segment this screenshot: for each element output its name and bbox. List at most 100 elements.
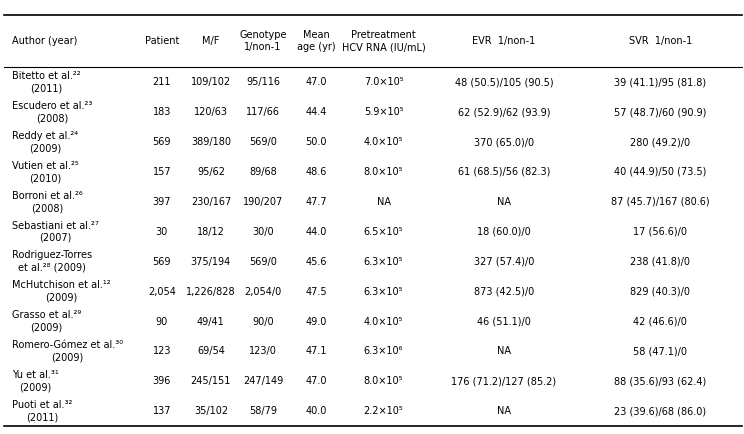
Text: 569/0: 569/0 [249, 137, 277, 147]
Text: SVR  1/non-1: SVR 1/non-1 [629, 36, 692, 46]
Text: 35/102: 35/102 [194, 406, 228, 416]
Text: 44.0: 44.0 [306, 227, 327, 237]
Text: 40 (44.9)/50 (73.5): 40 (44.9)/50 (73.5) [614, 167, 707, 177]
Text: 6.3×10⁵: 6.3×10⁵ [364, 286, 403, 296]
Text: 569: 569 [153, 137, 171, 147]
Text: 47.5: 47.5 [305, 286, 327, 296]
Text: 18/12: 18/12 [197, 227, 225, 237]
Text: Yu et al.³¹
(2009): Yu et al.³¹ (2009) [12, 370, 59, 392]
Text: 211: 211 [153, 77, 171, 87]
Text: 42 (46.6)/0: 42 (46.6)/0 [633, 316, 687, 326]
Text: Mean
age (yr): Mean age (yr) [297, 30, 336, 53]
Text: 183: 183 [153, 107, 171, 117]
Text: 327 (57.4)/0: 327 (57.4)/0 [474, 256, 534, 266]
Text: Patient: Patient [144, 36, 179, 46]
Text: 157: 157 [153, 167, 171, 177]
Text: Borroni et al.²⁶
(2008): Borroni et al.²⁶ (2008) [12, 191, 83, 213]
Text: 375/194: 375/194 [190, 256, 231, 266]
Text: 2,054/0: 2,054/0 [244, 286, 282, 296]
Text: 569/0: 569/0 [249, 256, 277, 266]
Text: 117/66: 117/66 [246, 107, 280, 117]
Text: 47.0: 47.0 [306, 77, 327, 87]
Text: 4.0×10⁵: 4.0×10⁵ [364, 137, 403, 147]
Text: NA: NA [497, 346, 511, 356]
Text: M/F: M/F [202, 36, 219, 46]
Text: 23 (39.6)/68 (86.0): 23 (39.6)/68 (86.0) [615, 406, 706, 416]
Text: Pretreatment
HCV RNA (IU/mL): Pretreatment HCV RNA (IU/mL) [341, 30, 426, 53]
Text: 7.0×10⁵: 7.0×10⁵ [364, 77, 403, 87]
Text: 6.3×10⁵: 6.3×10⁵ [364, 256, 403, 266]
Text: 397: 397 [153, 197, 171, 207]
Text: 109/102: 109/102 [191, 77, 231, 87]
Text: 39 (41.1)/95 (81.8): 39 (41.1)/95 (81.8) [615, 77, 706, 87]
Text: 123/0: 123/0 [249, 346, 277, 356]
Text: NA: NA [497, 406, 511, 416]
Text: 61 (68.5)/56 (82.3): 61 (68.5)/56 (82.3) [458, 167, 551, 177]
Text: 90/0: 90/0 [252, 316, 274, 326]
Text: 389/180: 389/180 [191, 137, 231, 147]
Text: 48 (50.5)/105 (90.5): 48 (50.5)/105 (90.5) [455, 77, 554, 87]
Text: NA: NA [376, 197, 391, 207]
Text: 47.7: 47.7 [305, 197, 327, 207]
Text: 45.6: 45.6 [306, 256, 327, 266]
Text: 88 (35.6)/93 (62.4): 88 (35.6)/93 (62.4) [615, 376, 706, 386]
Text: 50.0: 50.0 [306, 137, 327, 147]
Text: 176 (71.2)/127 (85.2): 176 (71.2)/127 (85.2) [452, 376, 557, 386]
Text: 190/207: 190/207 [243, 197, 283, 207]
Text: Genotype
1/non-1: Genotype 1/non-1 [240, 30, 286, 53]
Text: Bitetto et al.²²
(2011): Bitetto et al.²² (2011) [12, 71, 80, 93]
Text: 370 (65.0)/0: 370 (65.0)/0 [474, 137, 534, 147]
Text: 120/63: 120/63 [194, 107, 228, 117]
Text: 245/151: 245/151 [190, 376, 231, 386]
Text: NA: NA [497, 197, 511, 207]
Text: 230/167: 230/167 [190, 197, 231, 207]
Text: 2.2×10⁵: 2.2×10⁵ [364, 406, 403, 416]
Text: 247/149: 247/149 [243, 376, 283, 386]
Text: 30/0: 30/0 [252, 227, 274, 237]
Text: 58 (47.1)/0: 58 (47.1)/0 [633, 346, 687, 356]
Text: McHutchison et al.¹²
(2009): McHutchison et al.¹² (2009) [12, 280, 111, 303]
Text: 5.9×10⁵: 5.9×10⁵ [364, 107, 403, 117]
Text: 58/79: 58/79 [249, 406, 277, 416]
Text: 137: 137 [153, 406, 171, 416]
Text: 57 (48.7)/60 (90.9): 57 (48.7)/60 (90.9) [614, 107, 707, 117]
Text: Vutien et al.²⁵
(2010): Vutien et al.²⁵ (2010) [12, 161, 79, 183]
Text: 30: 30 [155, 227, 168, 237]
Text: 48.6: 48.6 [306, 167, 327, 177]
Text: 6.5×10⁵: 6.5×10⁵ [364, 227, 403, 237]
Text: 569: 569 [153, 256, 171, 266]
Text: Reddy et al.²⁴
(2009): Reddy et al.²⁴ (2009) [12, 131, 78, 153]
Text: 62 (52.9)/62 (93.9): 62 (52.9)/62 (93.9) [458, 107, 551, 117]
Text: 47.0: 47.0 [306, 376, 327, 386]
Text: 17 (56.6)/0: 17 (56.6)/0 [633, 227, 687, 237]
Text: 396: 396 [153, 376, 171, 386]
Text: Grasso et al.²⁹
(2009): Grasso et al.²⁹ (2009) [12, 310, 81, 333]
Text: 8.0×10⁵: 8.0×10⁵ [364, 376, 403, 386]
Text: EVR  1/non-1: EVR 1/non-1 [472, 36, 536, 46]
Text: Escudero et al.²³
(2008): Escudero et al.²³ (2008) [12, 101, 92, 123]
Text: 2,054: 2,054 [148, 286, 176, 296]
Text: 238 (41.8)/0: 238 (41.8)/0 [630, 256, 690, 266]
Text: 18 (60.0)/0: 18 (60.0)/0 [477, 227, 531, 237]
Text: Sebastiani et al.²⁷
(2007): Sebastiani et al.²⁷ (2007) [12, 220, 99, 243]
Text: Author (year): Author (year) [12, 36, 77, 46]
Text: 123: 123 [153, 346, 171, 356]
Text: 95/116: 95/116 [246, 77, 280, 87]
Text: 49/41: 49/41 [197, 316, 225, 326]
Text: 44.4: 44.4 [306, 107, 327, 117]
Text: 87 (45.7)/167 (80.6): 87 (45.7)/167 (80.6) [611, 197, 710, 207]
Text: 90: 90 [155, 316, 168, 326]
Text: 49.0: 49.0 [306, 316, 327, 326]
Text: Puoti et al.³²
(2011): Puoti et al.³² (2011) [12, 400, 72, 422]
Text: Romero-Gómez et al.³⁰
(2009): Romero-Gómez et al.³⁰ (2009) [12, 340, 123, 363]
Text: 47.1: 47.1 [306, 346, 327, 356]
Text: Rodriguez-Torres
et al.²⁸ (2009): Rodriguez-Torres et al.²⁸ (2009) [12, 250, 92, 273]
Text: 1,226/828: 1,226/828 [186, 286, 236, 296]
Text: 829 (40.3)/0: 829 (40.3)/0 [630, 286, 690, 296]
Text: 46 (51.1)/0: 46 (51.1)/0 [477, 316, 531, 326]
Text: 69/54: 69/54 [197, 346, 225, 356]
Text: 95/62: 95/62 [197, 167, 225, 177]
Text: 8.0×10⁵: 8.0×10⁵ [364, 167, 403, 177]
Text: 873 (42.5)/0: 873 (42.5)/0 [474, 286, 534, 296]
Text: 89/68: 89/68 [249, 167, 277, 177]
